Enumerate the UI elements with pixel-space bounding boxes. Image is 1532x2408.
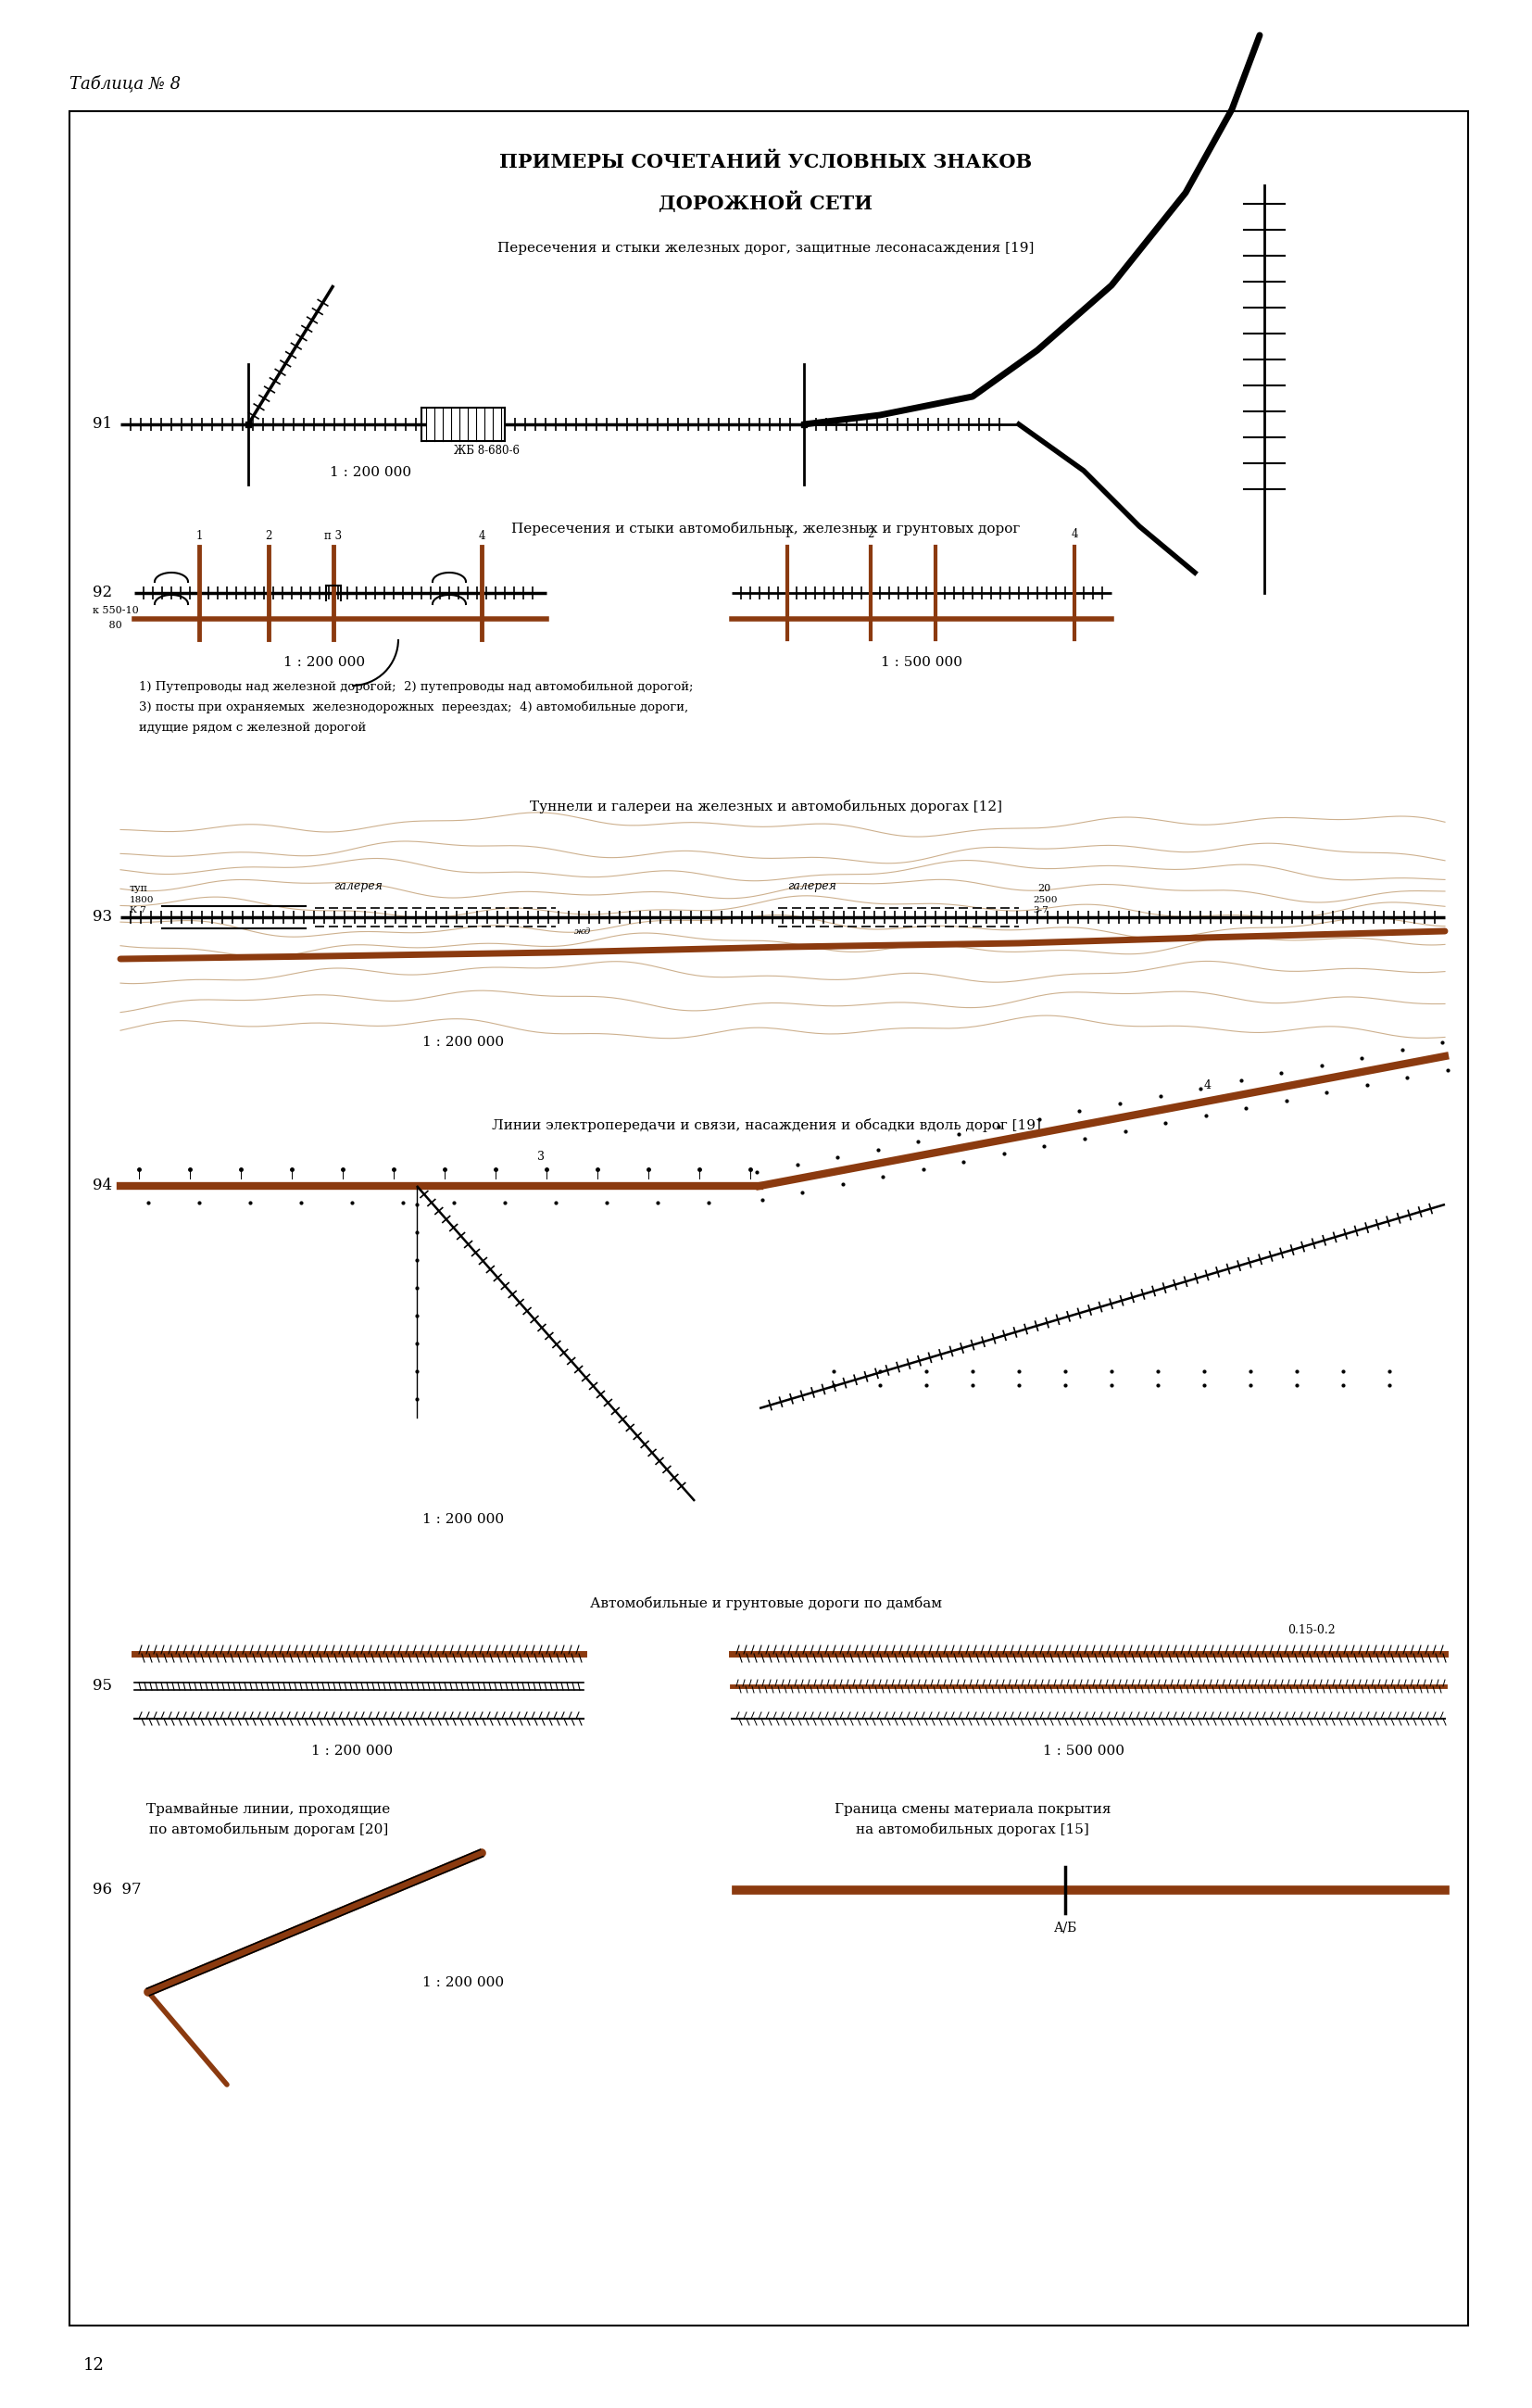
Text: 4: 4 [478, 530, 486, 542]
Text: 3-7: 3-7 [1033, 905, 1048, 915]
Text: по автомобильным дорогам [20]: по автомобильным дорогам [20] [149, 1823, 388, 1837]
Text: Пересечения и стыки автомобильных, железных и грунтовых дорог: Пересечения и стыки автомобильных, желез… [512, 520, 1020, 535]
Text: 94: 94 [92, 1178, 112, 1194]
Text: 80: 80 [92, 621, 123, 631]
Text: 2: 2 [265, 530, 273, 542]
Text: 1: 1 [196, 530, 202, 542]
Text: 91: 91 [92, 417, 112, 431]
Text: жд: жд [574, 927, 591, 937]
Text: 1 : 200 000: 1 : 200 000 [423, 1035, 504, 1050]
Text: 12: 12 [83, 2357, 104, 2374]
Text: 0.15-0.2: 0.15-0.2 [1287, 1623, 1336, 1635]
Text: 1800: 1800 [130, 896, 155, 905]
Text: 1 : 200 000: 1 : 200 000 [423, 1512, 504, 1527]
Text: 1 : 200 000: 1 : 200 000 [329, 467, 411, 479]
Text: 1 : 200 000: 1 : 200 000 [283, 655, 365, 669]
Text: 3: 3 [538, 1151, 545, 1163]
Text: 96  97: 96 97 [92, 1883, 141, 1898]
Text: Таблица № 8: Таблица № 8 [69, 75, 181, 92]
Text: 92: 92 [92, 585, 112, 602]
Text: Туннели и галереи на железных и автомобильных дорогах [12]: Туннели и галереи на железных и автомоби… [530, 799, 1002, 814]
Text: 1: 1 [784, 527, 791, 539]
Text: 2: 2 [867, 527, 875, 539]
Text: к 550-10: к 550-10 [92, 607, 139, 614]
Text: ПРИМЕРЫ СОЧЕТАНИЙ УСЛОВНЫХ ЗНАКОВ: ПРИМЕРЫ СОЧЕТАНИЙ УСЛОВНЫХ ЗНАКОВ [499, 152, 1033, 171]
Text: на автомобильных дорогах [15]: на автомобильных дорогах [15] [856, 1823, 1089, 1837]
Text: Пересечения и стыки железных дорог, защитные лесонасаждения [19]: Пересечения и стыки железных дорог, защи… [498, 241, 1034, 255]
Text: К 7: К 7 [130, 905, 146, 915]
Text: 4: 4 [1204, 1079, 1212, 1091]
Text: ДОРОЖНОЙ СЕТИ: ДОРОЖНОЙ СЕТИ [659, 190, 873, 212]
Text: 1 : 500 000: 1 : 500 000 [881, 655, 962, 669]
Text: Граница смены материала покрытия: Граница смены материала покрытия [835, 1804, 1111, 1816]
Text: идущие рядом с железной дорогой: идущие рядом с железной дорогой [139, 722, 366, 734]
Text: 1 : 200 000: 1 : 200 000 [311, 1746, 392, 1758]
Text: 95: 95 [92, 1678, 112, 1695]
Text: 93: 93 [92, 910, 112, 925]
Text: 2500: 2500 [1033, 896, 1057, 905]
Text: А/Б: А/Б [1054, 1922, 1077, 1934]
Text: 1 : 500 000: 1 : 500 000 [1043, 1746, 1124, 1758]
Text: 3) посты при охраняемых  железнодорожных  переездах;  4) автомобильные дороги,: 3) посты при охраняемых железнодорожных … [139, 701, 688, 713]
Text: ЖБ 8-680-6: ЖБ 8-680-6 [453, 445, 519, 458]
Text: п 3: п 3 [325, 530, 342, 542]
Text: 4: 4 [1071, 527, 1079, 539]
Text: Трамвайные линии, проходящие: Трамвайные линии, проходящие [147, 1804, 391, 1816]
Text: 1 : 200 000: 1 : 200 000 [423, 1977, 504, 1989]
Text: галерея: галерея [334, 881, 383, 893]
Text: 20: 20 [1037, 884, 1051, 893]
Text: галерея: галерея [787, 881, 836, 893]
Text: Линии электропередачи и связи, насаждения и обсадки вдоль дорог [19]: Линии электропередачи и связи, насаждени… [492, 1120, 1040, 1132]
Text: Автомобильные и грунтовые дороги по дамбам: Автомобильные и грунтовые дороги по дамб… [590, 1597, 942, 1611]
Text: 1) Путепроводы над железной дорогой;  2) путепроводы над автомобильной дорогой;: 1) Путепроводы над железной дорогой; 2) … [139, 681, 694, 694]
Text: туп: туп [130, 884, 149, 893]
